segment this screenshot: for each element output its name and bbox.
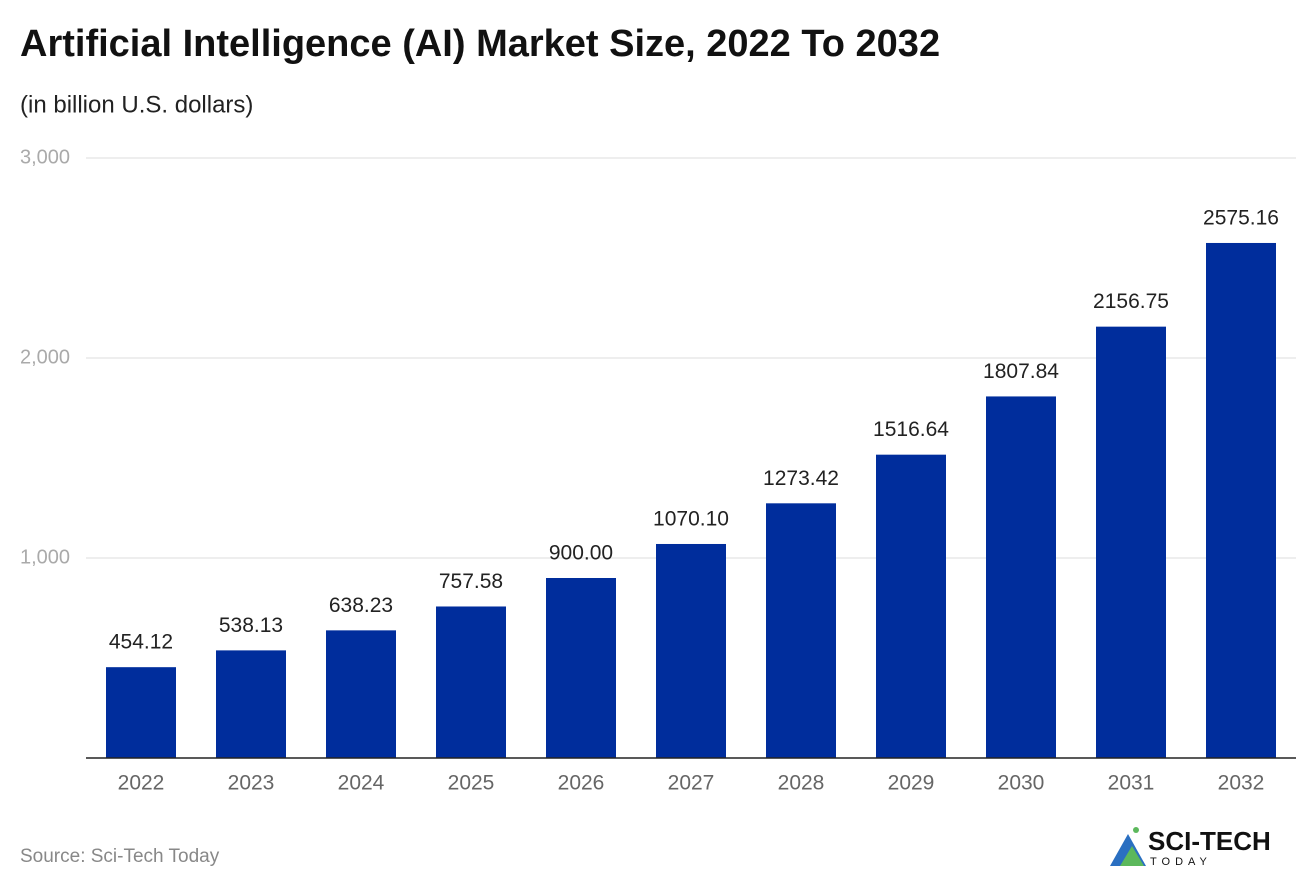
bar (436, 606, 506, 758)
chart-subtitle: (in billion U.S. dollars) (20, 91, 253, 118)
x-tick-label: 2028 (778, 772, 825, 795)
x-tick-label: 2022 (118, 772, 165, 795)
logo: SCI-TECH TODAY (1110, 826, 1271, 868)
value-label: 454.12 (109, 631, 173, 654)
y-tick-label: 2,000 (20, 346, 70, 368)
value-label: 900.00 (549, 542, 613, 565)
logo-name: SCI-TECH (1148, 826, 1271, 856)
logo-tagline: TODAY (1150, 856, 1212, 868)
value-label: 1807.84 (983, 360, 1059, 383)
x-tick-label: 2025 (448, 772, 495, 795)
value-label: 638.23 (329, 594, 393, 617)
logo-icon (1120, 846, 1144, 866)
value-label: 757.58 (439, 570, 503, 593)
x-tick-label: 2027 (668, 772, 715, 795)
value-label: 2575.16 (1203, 207, 1279, 230)
x-tick-label: 2032 (1218, 772, 1265, 795)
x-tick-label: 2030 (998, 772, 1045, 795)
bar (106, 667, 176, 758)
bar (656, 543, 726, 758)
y-tick-label: 1,000 (20, 546, 70, 568)
value-label: 1516.64 (873, 418, 949, 441)
bar (1206, 242, 1276, 758)
value-label: 538.13 (219, 614, 283, 637)
x-tick-label: 2026 (558, 772, 605, 795)
x-tick-label: 2023 (228, 772, 275, 795)
value-label: 1273.42 (763, 467, 839, 490)
chart-title: Artificial Intelligence (AI) Market Size… (20, 23, 940, 65)
source: Source: Sci-Tech Today (20, 846, 220, 867)
y-tick-label: 3,000 (20, 146, 70, 168)
bar (986, 396, 1056, 758)
x-tick-label: 2031 (1108, 772, 1155, 795)
bar (546, 578, 616, 758)
value-label: 2156.75 (1093, 290, 1169, 313)
x-tick-label: 2024 (338, 772, 385, 795)
bar (326, 630, 396, 758)
bar (876, 454, 946, 758)
bar (1096, 326, 1166, 758)
x-tick-label: 2029 (888, 772, 935, 795)
logo-icon (1133, 827, 1139, 833)
value-label: 1070.10 (653, 508, 729, 531)
bar (216, 650, 286, 758)
bar (766, 503, 836, 758)
